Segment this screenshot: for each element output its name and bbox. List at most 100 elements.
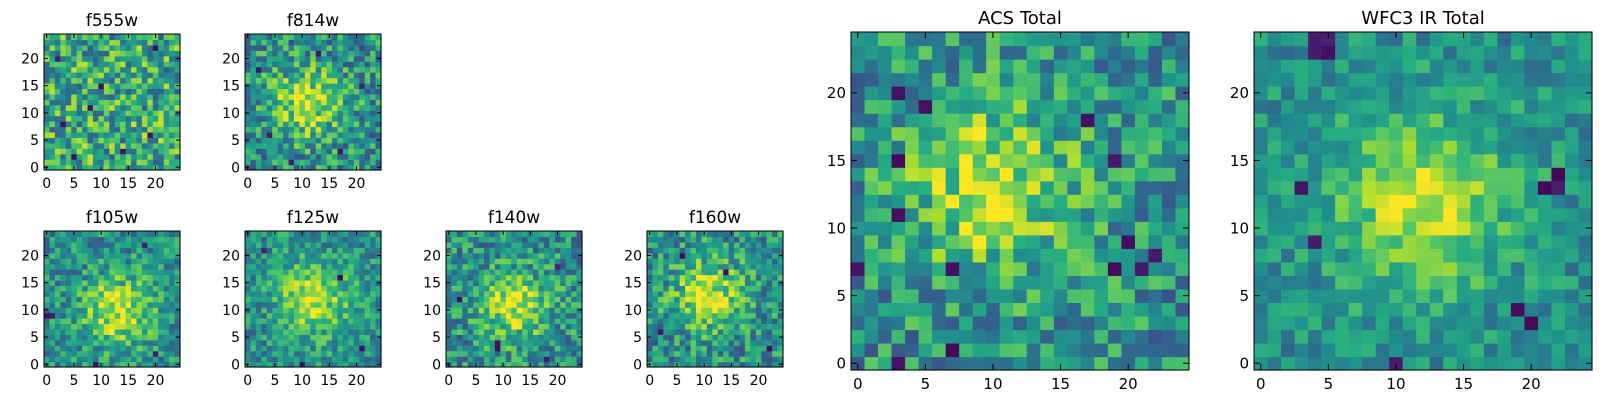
x-tick-label: 0 xyxy=(645,373,654,389)
x-tick-label: 20 xyxy=(147,176,165,192)
heatmap-cell xyxy=(576,318,583,325)
heatmap-cell xyxy=(1551,342,1566,358)
heatmap-cell xyxy=(1335,275,1350,290)
heatmap-cell xyxy=(261,318,268,325)
heatmap-cell xyxy=(717,252,724,259)
heatmap-cell xyxy=(1053,72,1068,87)
heatmap-cell xyxy=(554,323,561,330)
heatmap-cell xyxy=(147,318,154,325)
heatmap-cell xyxy=(1094,207,1109,222)
heatmap-cell xyxy=(1026,234,1041,249)
heatmap-cell xyxy=(494,350,501,357)
heatmap-cell xyxy=(288,241,295,248)
heatmap-cell xyxy=(277,334,284,341)
heatmap-cell xyxy=(744,231,751,238)
heatmap-cell xyxy=(277,301,284,308)
heatmap-cell xyxy=(905,302,920,317)
heatmap-cell xyxy=(250,126,257,133)
heatmap-cell xyxy=(304,247,311,254)
heatmap-cell xyxy=(1456,167,1471,182)
heatmap-cell xyxy=(114,77,121,84)
heatmap-cell xyxy=(652,323,659,330)
heatmap-cell xyxy=(1348,302,1363,317)
heatmap-cell xyxy=(690,301,697,308)
heatmap-cell xyxy=(326,126,333,133)
heatmap-cell xyxy=(152,137,159,144)
heatmap-cell xyxy=(288,66,295,73)
heatmap-cell xyxy=(918,153,933,168)
heatmap-cell xyxy=(728,296,735,303)
heatmap-cell xyxy=(1497,275,1512,290)
heatmap-cell xyxy=(255,350,262,357)
heatmap-cell xyxy=(245,328,252,335)
heatmap-cell xyxy=(1362,180,1377,195)
heatmap-cell xyxy=(348,110,355,117)
heatmap-cell xyxy=(65,61,72,68)
heatmap-cell xyxy=(348,164,355,171)
heatmap-cell xyxy=(332,252,339,259)
y-tick-label: 0 xyxy=(231,357,240,373)
heatmap-cell xyxy=(522,339,529,346)
heatmap-cell xyxy=(266,307,273,314)
heatmap-cell xyxy=(174,131,181,138)
heatmap-cell xyxy=(87,269,94,276)
heatmap-cell xyxy=(136,142,143,149)
heatmap-cell xyxy=(1026,113,1041,128)
heatmap-cell xyxy=(359,153,366,160)
heatmap-cell xyxy=(375,159,382,166)
heatmap-cell xyxy=(283,274,290,281)
y-tick-label: 15 xyxy=(222,276,240,292)
heatmap-cell xyxy=(158,274,165,281)
heatmap-cell xyxy=(174,296,181,303)
heatmap-cell xyxy=(1564,342,1580,358)
heatmap-cell xyxy=(109,263,116,270)
heatmap-cell xyxy=(1053,59,1068,74)
heatmap-cell xyxy=(44,61,51,68)
heatmap-cell xyxy=(451,263,458,270)
heatmap-cell xyxy=(71,307,78,314)
heatmap-cell xyxy=(1578,275,1593,290)
heatmap-cell xyxy=(560,350,567,357)
heatmap-cell xyxy=(533,356,540,363)
heatmap-cell xyxy=(245,99,252,106)
heatmap-cell xyxy=(999,356,1014,371)
heatmap-cell xyxy=(136,55,143,62)
heatmap-cell xyxy=(1175,99,1190,114)
heatmap-cell xyxy=(114,44,121,51)
heatmap-cell xyxy=(986,180,1001,195)
heatmap-cell xyxy=(114,93,121,100)
heatmap-cell xyxy=(245,159,252,166)
heatmap-cell xyxy=(283,328,290,335)
heatmap-cell xyxy=(277,126,284,133)
heatmap-cell xyxy=(359,236,366,243)
heatmap-cell xyxy=(1416,180,1431,195)
heatmap-cell xyxy=(272,296,279,303)
heatmap-cell xyxy=(174,34,181,41)
heatmap-cell xyxy=(250,301,257,308)
heatmap-cell xyxy=(44,142,51,149)
heatmap-cell xyxy=(92,323,99,330)
heatmap-cell xyxy=(293,55,300,62)
heatmap-cell xyxy=(717,269,724,276)
heatmap-cell xyxy=(266,115,273,122)
heatmap-cell xyxy=(375,290,382,297)
heatmap-cell xyxy=(750,356,757,363)
heatmap-cell xyxy=(337,356,344,363)
heatmap-cell xyxy=(169,82,176,89)
heatmap-cell xyxy=(266,274,273,281)
heatmap-cell xyxy=(1483,207,1498,222)
heatmap-cell xyxy=(663,307,670,314)
heatmap-cell xyxy=(342,290,349,297)
heatmap-cell xyxy=(1456,275,1471,290)
heatmap-cell xyxy=(728,258,735,265)
heatmap-cell xyxy=(375,121,382,128)
heatmap-cell xyxy=(152,148,159,155)
heatmap-cell xyxy=(293,356,300,363)
heatmap-cell xyxy=(500,279,507,286)
heatmap-cell xyxy=(359,82,366,89)
heatmap-cell xyxy=(533,312,540,319)
heatmap-cell xyxy=(304,34,311,41)
heatmap-cell xyxy=(109,50,116,57)
heatmap-cell xyxy=(554,274,561,281)
heatmap-cell xyxy=(1067,32,1082,47)
